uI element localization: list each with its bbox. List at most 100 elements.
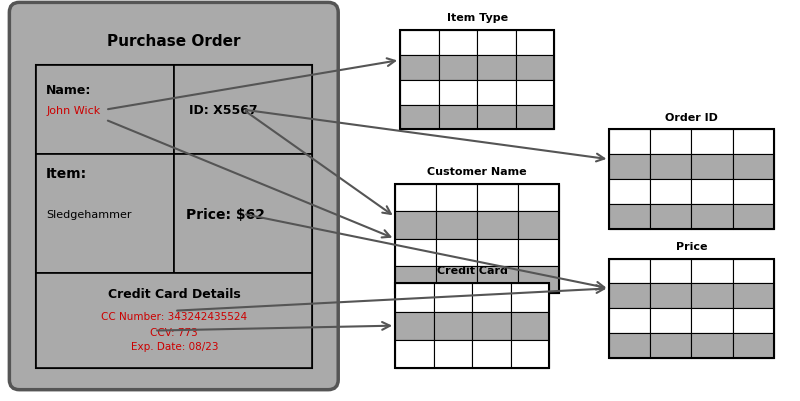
Bar bbox=[400, 56, 438, 81]
Bar bbox=[610, 155, 650, 180]
Bar bbox=[511, 312, 550, 340]
Bar bbox=[472, 312, 511, 340]
Bar bbox=[395, 266, 436, 294]
Bar bbox=[395, 212, 436, 239]
Bar bbox=[650, 259, 691, 284]
Bar bbox=[610, 259, 774, 358]
Bar bbox=[436, 184, 478, 212]
Bar bbox=[516, 56, 554, 81]
Bar bbox=[610, 180, 650, 205]
Bar bbox=[691, 333, 733, 358]
Bar bbox=[691, 130, 733, 155]
Bar bbox=[472, 284, 511, 312]
Text: Exp. Date: 08/23: Exp. Date: 08/23 bbox=[130, 341, 218, 351]
Bar bbox=[36, 274, 312, 368]
Bar bbox=[395, 284, 550, 368]
Text: Customer Name: Customer Name bbox=[427, 167, 527, 177]
Bar bbox=[400, 81, 438, 105]
Bar bbox=[438, 105, 478, 130]
Bar bbox=[438, 56, 478, 81]
Bar bbox=[610, 130, 774, 229]
Bar bbox=[733, 284, 774, 308]
Bar bbox=[650, 130, 691, 155]
Bar bbox=[691, 205, 733, 229]
Bar bbox=[516, 31, 554, 56]
Bar bbox=[610, 259, 650, 284]
Bar bbox=[478, 212, 518, 239]
Bar bbox=[691, 284, 733, 308]
Bar bbox=[436, 212, 478, 239]
Bar bbox=[518, 239, 559, 266]
Text: Credit Card: Credit Card bbox=[437, 266, 508, 276]
Bar bbox=[400, 105, 438, 130]
Bar bbox=[174, 155, 312, 274]
Text: Item:: Item: bbox=[46, 167, 87, 181]
Bar bbox=[733, 333, 774, 358]
Bar bbox=[610, 284, 650, 308]
Bar bbox=[691, 259, 733, 284]
Bar bbox=[478, 81, 516, 105]
Bar bbox=[478, 184, 518, 212]
Bar bbox=[518, 266, 559, 294]
Text: Name:: Name: bbox=[46, 83, 92, 97]
Bar bbox=[472, 340, 511, 368]
Bar bbox=[516, 81, 554, 105]
Text: CCV: 773: CCV: 773 bbox=[150, 327, 198, 337]
Bar bbox=[733, 259, 774, 284]
Text: John Wick: John Wick bbox=[46, 105, 101, 115]
Bar bbox=[733, 205, 774, 229]
Text: Credit Card Details: Credit Card Details bbox=[108, 288, 241, 301]
Bar bbox=[478, 31, 516, 56]
Bar bbox=[650, 284, 691, 308]
Bar bbox=[610, 333, 650, 358]
Bar bbox=[395, 184, 559, 294]
Bar bbox=[691, 308, 733, 333]
Text: Purchase Order: Purchase Order bbox=[107, 34, 241, 49]
Bar bbox=[650, 333, 691, 358]
Bar bbox=[395, 284, 434, 312]
Text: Price: $62: Price: $62 bbox=[186, 207, 266, 221]
Bar bbox=[36, 66, 312, 368]
Bar bbox=[650, 205, 691, 229]
Bar bbox=[650, 180, 691, 205]
Bar bbox=[610, 130, 650, 155]
Bar bbox=[518, 212, 559, 239]
Bar bbox=[650, 308, 691, 333]
Bar bbox=[478, 239, 518, 266]
Bar bbox=[478, 266, 518, 294]
Bar bbox=[733, 155, 774, 180]
Bar bbox=[691, 155, 733, 180]
Text: CC Number: 343242435524: CC Number: 343242435524 bbox=[102, 312, 247, 322]
FancyBboxPatch shape bbox=[10, 3, 338, 390]
Bar bbox=[434, 284, 472, 312]
Bar bbox=[516, 105, 554, 130]
Bar bbox=[610, 308, 650, 333]
Bar bbox=[478, 56, 516, 81]
Bar bbox=[691, 180, 733, 205]
Bar bbox=[174, 66, 312, 155]
Bar bbox=[733, 308, 774, 333]
Text: Price: Price bbox=[676, 241, 707, 251]
Bar bbox=[395, 340, 434, 368]
Bar bbox=[438, 81, 478, 105]
Bar bbox=[610, 205, 650, 229]
Bar bbox=[395, 312, 434, 340]
Bar bbox=[438, 31, 478, 56]
Bar bbox=[36, 66, 174, 155]
Bar bbox=[400, 31, 554, 130]
Text: ID: X5567: ID: X5567 bbox=[190, 104, 258, 117]
Bar bbox=[434, 340, 472, 368]
Bar bbox=[400, 31, 438, 56]
Bar bbox=[434, 312, 472, 340]
Bar bbox=[511, 284, 550, 312]
Bar bbox=[518, 184, 559, 212]
Bar bbox=[733, 180, 774, 205]
Bar bbox=[436, 239, 478, 266]
Text: Order ID: Order ID bbox=[665, 112, 718, 122]
Bar bbox=[395, 184, 436, 212]
Text: Sledgehammer: Sledgehammer bbox=[46, 209, 132, 219]
Bar bbox=[733, 130, 774, 155]
Bar bbox=[436, 266, 478, 294]
Bar bbox=[36, 155, 174, 274]
Bar bbox=[650, 155, 691, 180]
